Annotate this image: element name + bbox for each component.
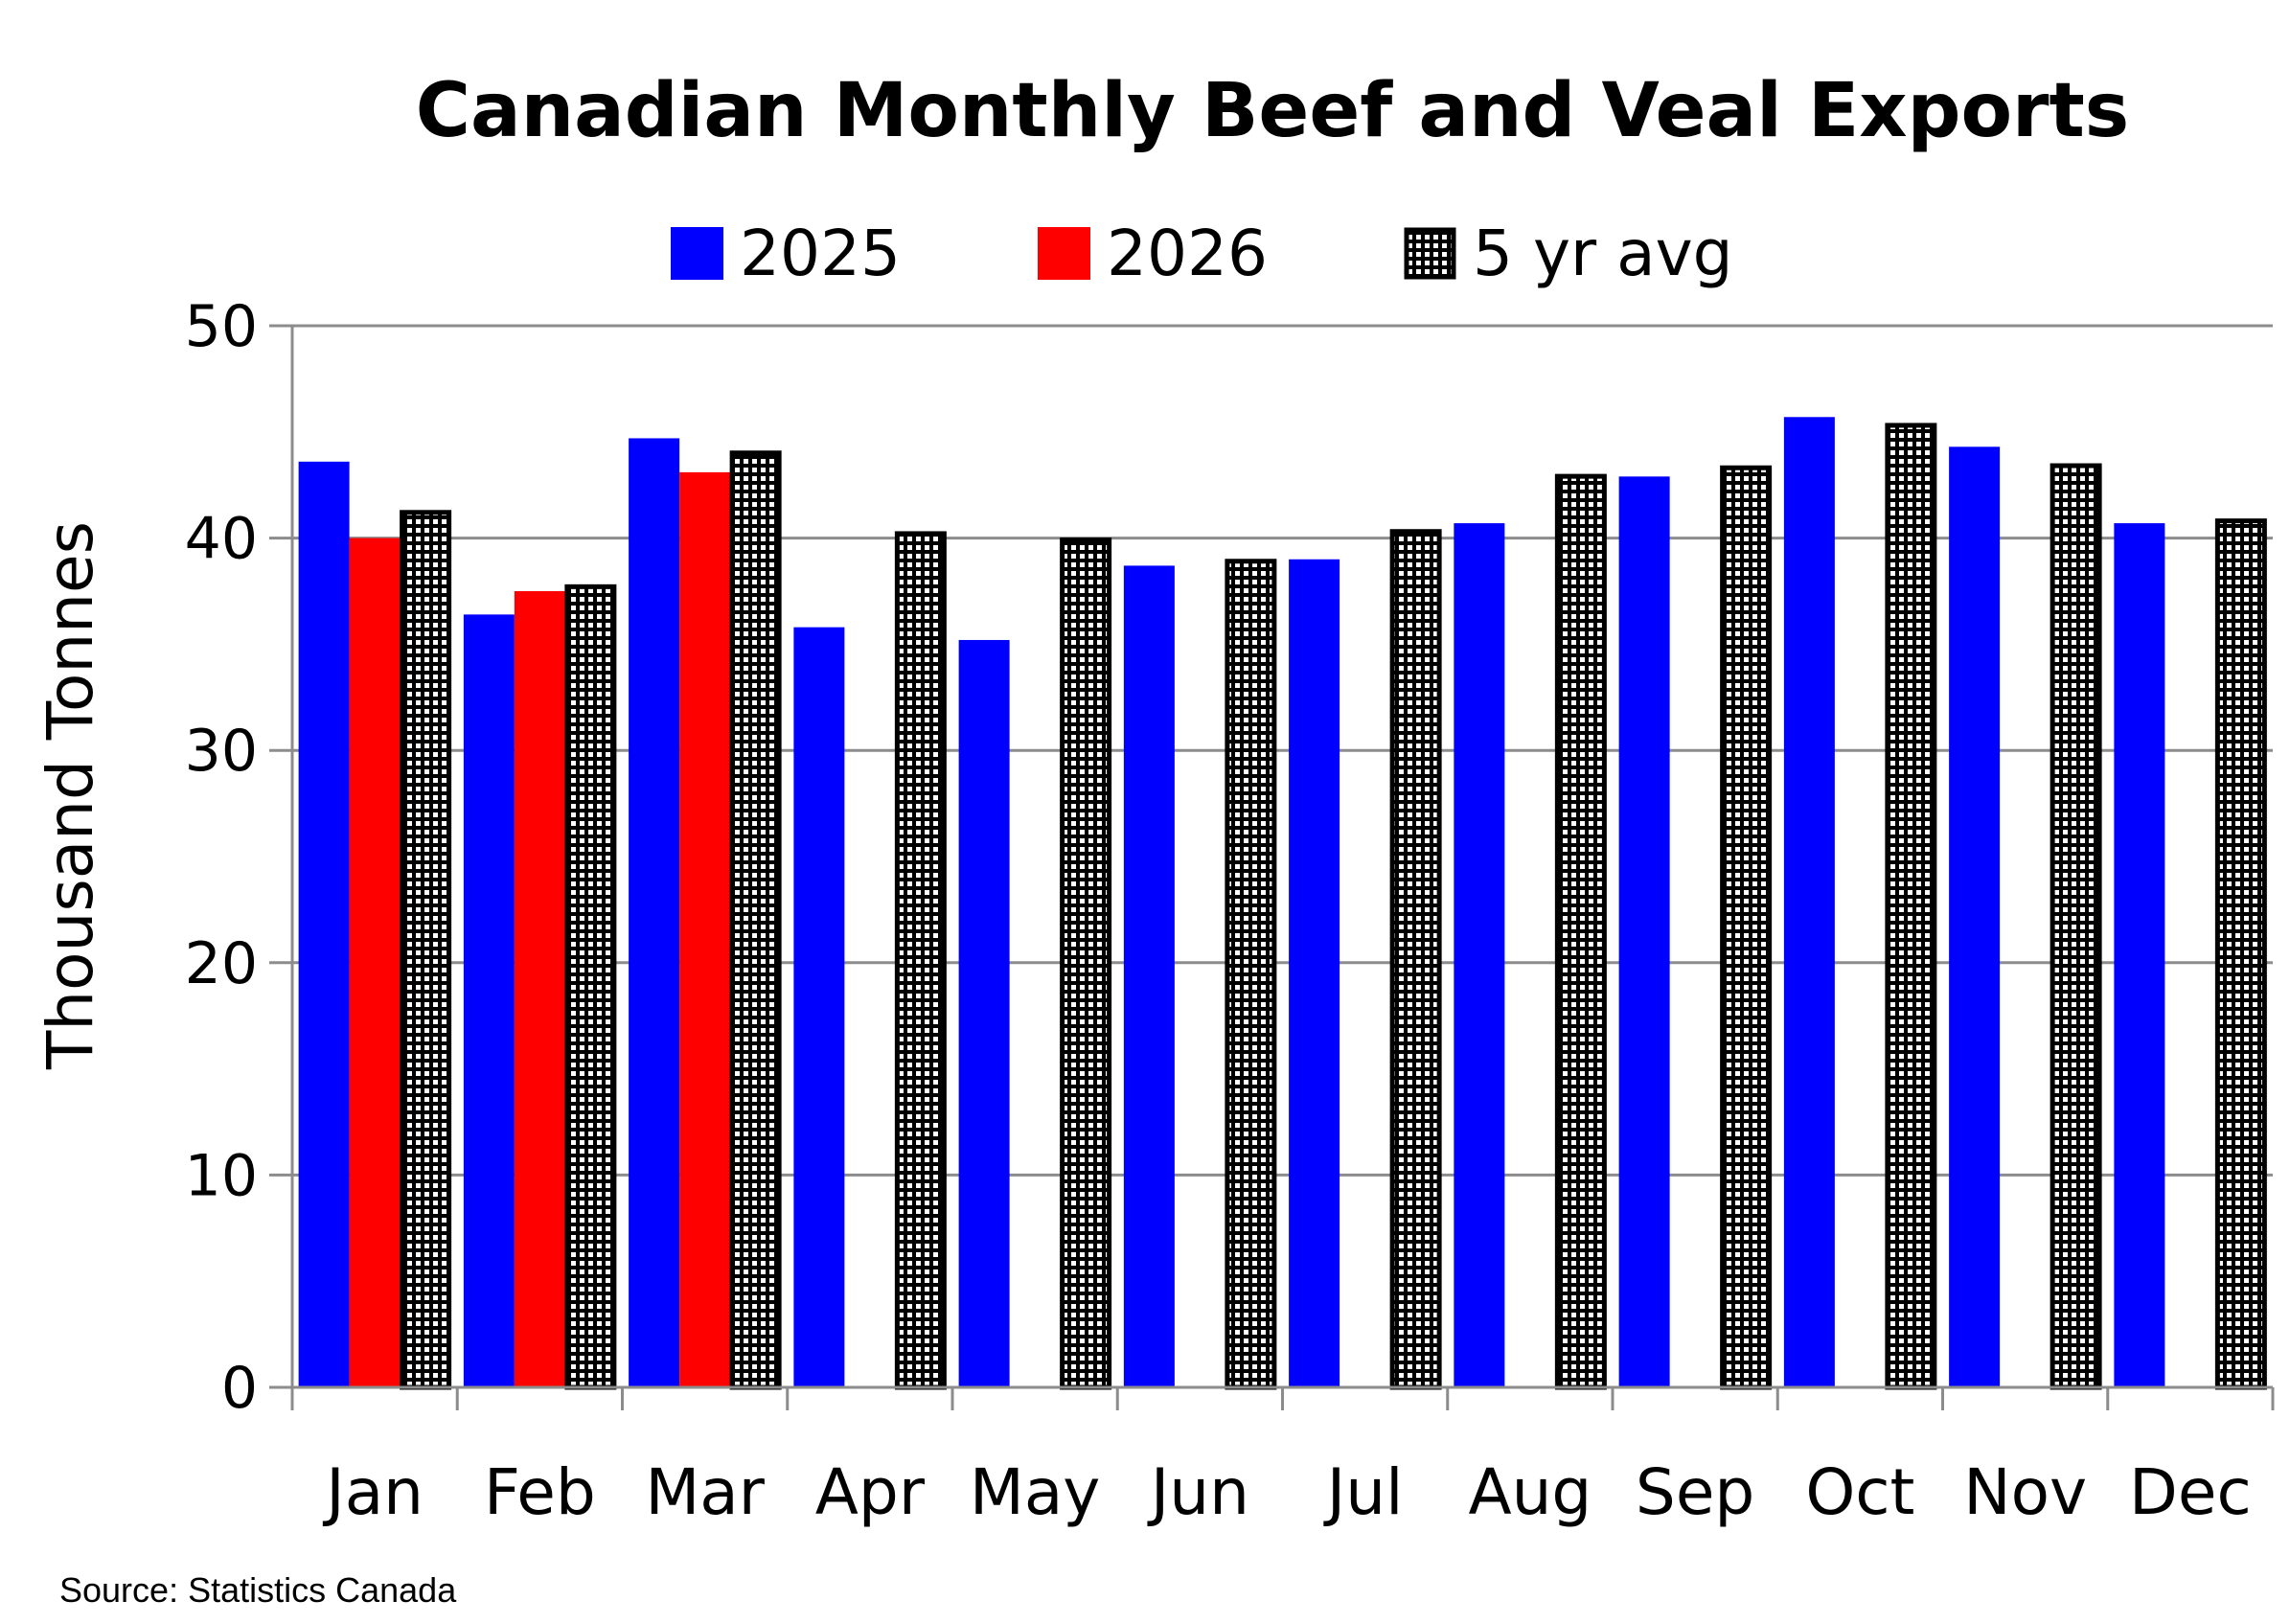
bar-2026-feb [514, 591, 565, 1387]
legend-swatch-5-yr-avg [1404, 227, 1456, 280]
y-tick-labels: 0 10 20 30 40 50 [185, 293, 258, 1422]
x-tick-label-aug: Aug [1468, 1455, 1592, 1529]
bar-2025-feb [463, 614, 515, 1387]
bar-5-yr-avg-oct [1885, 423, 1937, 1390]
bar-2025-nov [1949, 446, 2001, 1387]
legend-label: 5 yr avg [1473, 217, 1733, 290]
bar-5-yr-avg-jul [1389, 529, 1442, 1390]
x-tick-labels: Jan Feb Mar Apr May Jun Jul Aug Sep Oct Nov Dec [322, 1455, 2251, 1529]
bar-5-yr-avg-sep [1720, 465, 1773, 1390]
x-tick-label-may: May [970, 1455, 1100, 1529]
x-tick-label-dec: Dec [2129, 1455, 2252, 1529]
bar-5-yr-avg-jan [400, 510, 452, 1390]
x-tick-label-jan: Jan [322, 1455, 424, 1529]
bar-2025-may [958, 639, 1010, 1387]
x-tick-label-apr: Apr [815, 1455, 926, 1529]
y-tick-label: 0 [221, 1355, 258, 1422]
bar-5-yr-avg-apr [894, 531, 947, 1390]
bar-5-yr-avg-aug [1554, 473, 1607, 1390]
bar-5-yr-avg-mar [729, 450, 782, 1390]
bar-2025-sep [1618, 476, 1670, 1387]
y-tick-label: 20 [185, 930, 258, 997]
legend: 2025 2026 5 yr avg [671, 217, 1733, 290]
bar-5-yr-avg-feb [564, 583, 617, 1390]
bar-2026-mar [679, 471, 731, 1387]
bar-2025-jun [1123, 565, 1175, 1387]
bar-2025-mar [629, 438, 680, 1387]
legend-swatch-2025 [671, 227, 723, 280]
legend-label: 2025 [740, 217, 901, 290]
x-tick-label-jul: Jul [1323, 1455, 1404, 1529]
x-tick-label-oct: Oct [1805, 1455, 1914, 1529]
x-tick-label-mar: Mar [645, 1455, 765, 1529]
bar-2025-jan [298, 461, 350, 1388]
x-tick-label-feb: Feb [484, 1455, 596, 1529]
legend-swatch-2026 [1038, 227, 1090, 280]
bar-2025-jul [1289, 559, 1340, 1387]
bar-2025-dec [2114, 523, 2165, 1387]
bars [298, 417, 2267, 1390]
x-tick-label-sep: Sep [1636, 1455, 1754, 1529]
bar-2025-oct [1783, 417, 1835, 1388]
bar-5-yr-avg-dec [2214, 518, 2267, 1390]
x-tick-label-nov: Nov [1963, 1455, 2087, 1529]
bar-2025-aug [1454, 523, 1505, 1387]
y-tick-label: 40 [185, 506, 258, 573]
bar-5-yr-avg-nov [2050, 463, 2102, 1390]
bar-5-yr-avg-jun [1225, 559, 1277, 1390]
chart-title: Canadian Monthly Beef and Veal Exports [416, 68, 2129, 154]
axes [269, 326, 2275, 1410]
x-tick-label-jun: Jun [1147, 1455, 1249, 1529]
legend-label: 2026 [1107, 217, 1268, 290]
gridlines [269, 324, 2273, 1389]
source-note: Source: Statistics Canada [59, 1570, 457, 1610]
bar-2025-apr [793, 627, 845, 1387]
y-tick-label: 50 [185, 293, 258, 360]
y-tick-label: 30 [185, 718, 258, 785]
y-axis-label: Thousand Tonnes [34, 521, 107, 1070]
bar-2026-jan [349, 538, 401, 1387]
bar-5-yr-avg-may [1060, 538, 1112, 1390]
y-tick-label: 10 [185, 1142, 258, 1209]
